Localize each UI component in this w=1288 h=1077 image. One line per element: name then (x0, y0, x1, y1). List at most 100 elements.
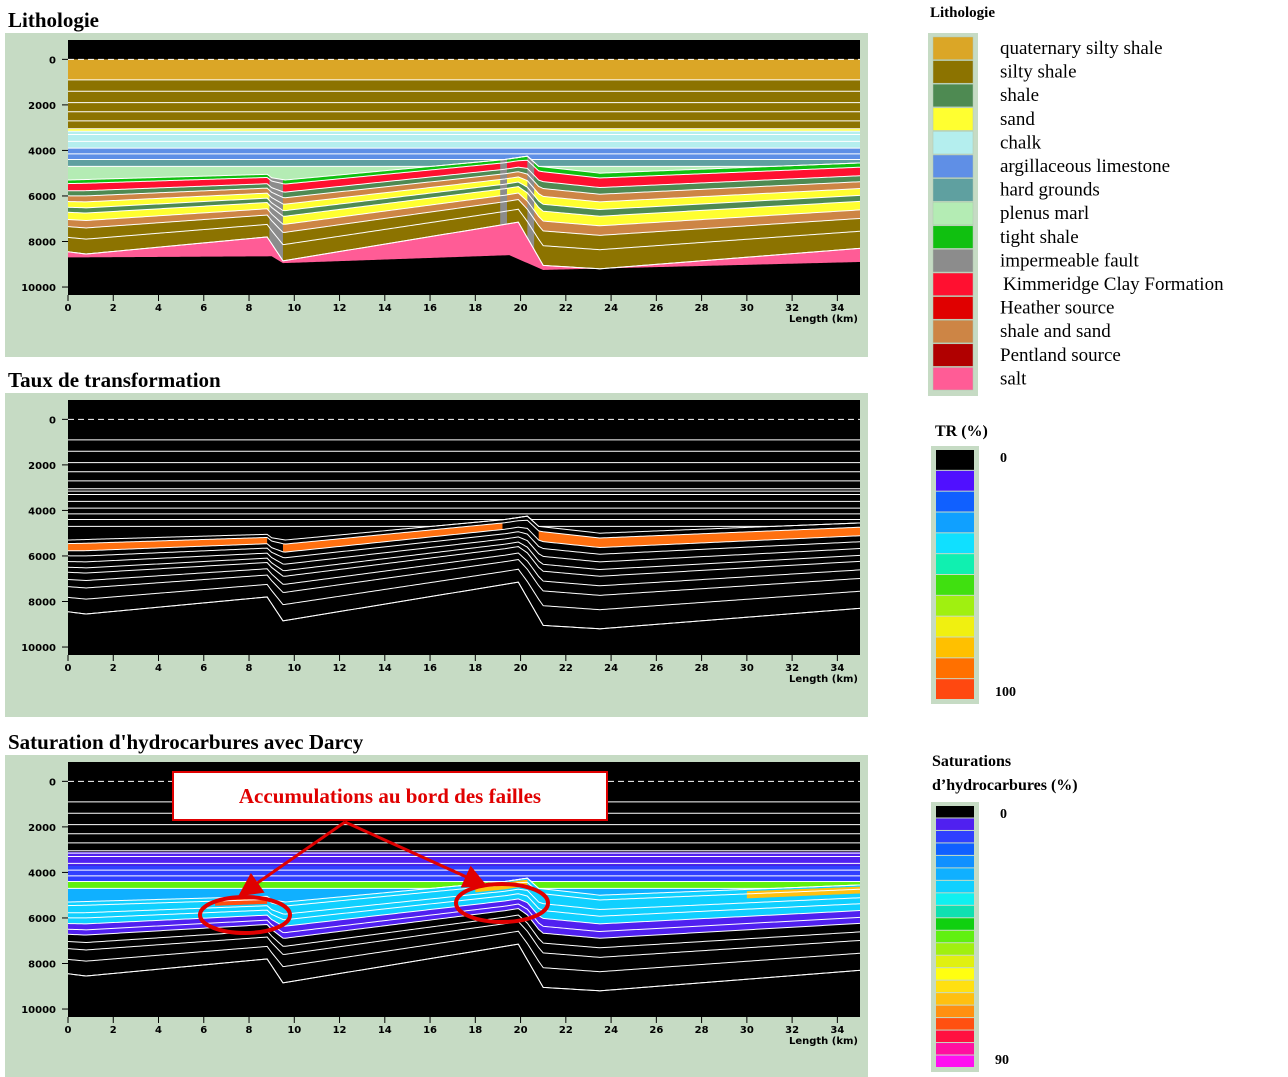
legend-swatch (933, 202, 973, 225)
legend-swatch (933, 226, 973, 249)
scale-swatch (936, 906, 974, 917)
y-tick-label: 4000 (28, 868, 56, 879)
x-tick-label: 20 (514, 663, 528, 674)
x-tick-label: 34 (830, 303, 844, 314)
legend-swatch (933, 84, 973, 107)
y-tick-label: 6000 (28, 552, 56, 563)
legend-swatch (933, 37, 973, 60)
x-tick-label: 20 (514, 303, 528, 314)
annotation: Accumulations au bord des failles (239, 784, 541, 808)
scale-title: TR (%) (935, 423, 988, 440)
x-tick-label: 8 (246, 663, 253, 674)
scale-swatch (936, 981, 974, 992)
x-tick-label: 10 (287, 1025, 301, 1036)
scale-min: 0 (1000, 451, 1007, 466)
x-tick-label: 34 (830, 1025, 844, 1036)
y-tick-label: 8000 (28, 597, 56, 608)
x-tick-label: 4 (155, 303, 162, 314)
legend-label: argillaceous limestone (1000, 156, 1170, 177)
legend-swatch (933, 344, 973, 367)
y-tick-label: 2000 (28, 101, 56, 112)
y-tick-label: 0 (49, 777, 56, 788)
panel-title: Lithologie (8, 8, 99, 32)
legend-label: silty shale (1000, 62, 1077, 83)
x-tick-label: 22 (559, 303, 573, 314)
x-tick-label: 16 (423, 663, 437, 674)
legend-swatch (933, 297, 973, 320)
x-tick-label: 32 (785, 303, 799, 314)
scale-swatch (936, 1056, 974, 1067)
scale-swatch (936, 868, 974, 879)
x-tick-label: 2 (110, 303, 117, 314)
y-tick-label: 6000 (28, 914, 56, 925)
scale-max: 90 (995, 1053, 1009, 1068)
x-tick-label: 34 (830, 663, 844, 674)
x-tick-label: 28 (695, 663, 709, 674)
scale-swatch (936, 818, 974, 829)
scale-swatch (936, 893, 974, 904)
layer (68, 59, 860, 79)
figure: Lithologie020004000600080001000002468101… (0, 0, 1288, 1077)
x-tick-label: 14 (378, 303, 392, 314)
scale-min: 0 (1000, 807, 1007, 822)
scale-swatch (936, 1043, 974, 1054)
x-tick-label: 10 (287, 303, 301, 314)
legend-label: salt (1000, 368, 1027, 389)
y-tick-label: 10000 (21, 643, 56, 654)
x-axis-label: Length (km) (789, 674, 858, 685)
scale-swatch (936, 554, 974, 574)
scale-swatch (936, 931, 974, 942)
legend-label: shale and sand (1000, 321, 1111, 342)
x-tick-label: 28 (695, 1025, 709, 1036)
section-panel: Saturation d'hydrocarbures avec Darcy020… (5, 730, 868, 1077)
x-tick-label: 6 (200, 303, 207, 314)
x-tick-label: 24 (604, 663, 618, 674)
x-tick-label: 20 (514, 1025, 528, 1036)
x-tick-label: 8 (246, 1025, 253, 1036)
x-tick-label: 0 (65, 1025, 72, 1036)
legend-label: Pentland source (1000, 345, 1121, 366)
x-tick-label: 0 (65, 663, 72, 674)
x-tick-label: 0 (65, 303, 72, 314)
x-tick-label: 10 (287, 663, 301, 674)
legend-swatch (933, 108, 973, 131)
scale-swatch (936, 638, 974, 658)
scale-swatch (936, 943, 974, 954)
scale-swatch (936, 968, 974, 979)
scale-swatch (936, 843, 974, 854)
legend-label: Heather source (1000, 298, 1114, 319)
scale-swatch (936, 492, 974, 512)
scale-swatch (936, 993, 974, 1004)
y-tick-label: 2000 (28, 823, 56, 834)
saturation-zone (68, 866, 860, 882)
scale-swatch (936, 806, 974, 817)
x-tick-label: 2 (110, 1025, 117, 1036)
x-tick-label: 18 (468, 303, 482, 314)
x-tick-label: 14 (378, 663, 392, 674)
y-tick-label: 6000 (28, 192, 56, 203)
scale-swatch (936, 679, 974, 699)
legend-label: quaternary silty shale (1000, 38, 1163, 59)
scale-swatch (936, 831, 974, 842)
legend-swatch (933, 61, 973, 84)
y-tick-label: 0 (49, 55, 56, 66)
legend-label: tight shale (1000, 227, 1079, 248)
plot-area (68, 400, 860, 655)
x-tick-label: 22 (559, 663, 573, 674)
x-tick-label: 18 (468, 1025, 482, 1036)
x-tick-label: 12 (333, 1025, 347, 1036)
scale-swatch (936, 533, 974, 553)
scale-swatch (936, 513, 974, 533)
x-tick-label: 30 (740, 663, 754, 674)
legend-title: Lithologie (930, 5, 995, 21)
legend-label: Kimmeridge Clay Formation (1003, 274, 1224, 295)
x-tick-label: 12 (333, 663, 347, 674)
scale-swatch (936, 856, 974, 867)
y-tick-label: 2000 (28, 461, 56, 472)
scale-swatch (936, 471, 974, 491)
scale-swatch (936, 617, 974, 637)
scale-swatch (936, 450, 974, 470)
layer (68, 80, 860, 129)
layer (68, 131, 860, 148)
scale-swatch (936, 881, 974, 892)
